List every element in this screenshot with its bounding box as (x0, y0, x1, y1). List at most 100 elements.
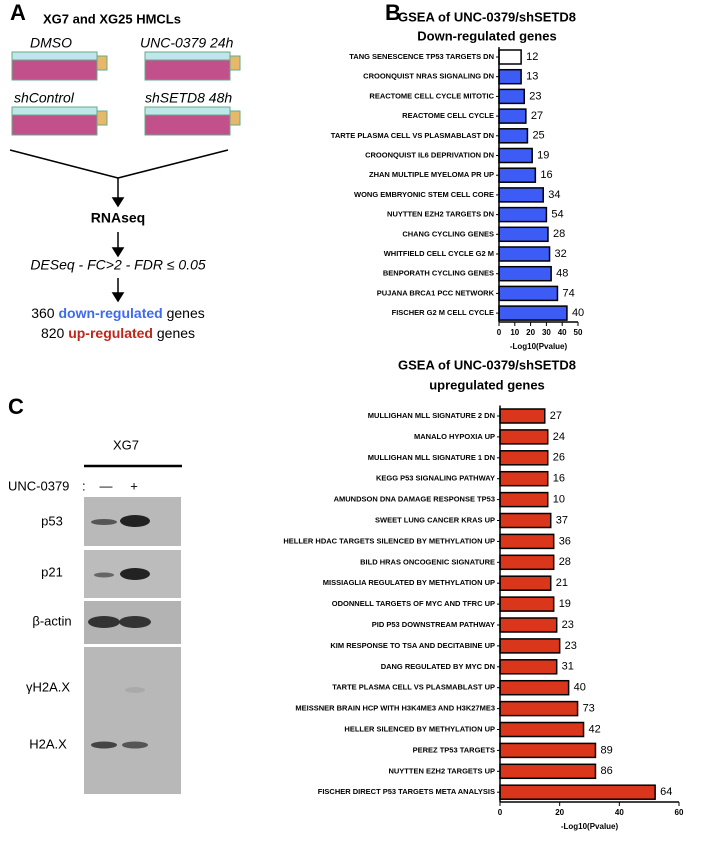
gene-count: 21 (556, 577, 568, 589)
gene-count: 48 (556, 268, 568, 280)
gene-count: 74 (562, 287, 574, 299)
category-label: HELLER HDAC TARGETS SILENCED BY METHYLAT… (283, 536, 495, 545)
lane: — (100, 478, 113, 493)
x-tick-label: 10 (510, 328, 519, 337)
bar (499, 596, 555, 612)
gene-count: 23 (565, 640, 577, 652)
gene-count: 89 (600, 744, 612, 756)
bar (499, 429, 549, 445)
gene-count: 12 (526, 51, 538, 63)
bar (499, 763, 597, 780)
bar (498, 265, 552, 282)
gene-count: 23 (562, 619, 574, 631)
category-label: NUYTTEN EZH2 TARGETS DN (387, 210, 494, 219)
bar (498, 285, 559, 302)
category-label: ODONNELL TARGETS OF MYC AND TFRC UP (332, 599, 495, 608)
bar (499, 679, 570, 696)
direction: up-regulated (68, 325, 153, 341)
category-label: BILD HRAS ONCOGENIC SIGNATURE (360, 557, 495, 566)
gene-count: 26 (553, 452, 565, 464)
bar (498, 68, 522, 85)
category-label: MANALO HYPOXIA UP (414, 432, 495, 441)
gene-count: 42 (589, 723, 601, 735)
result: 820 up-regulated genes (41, 325, 195, 341)
gene-count: 28 (553, 228, 565, 240)
category-label: CROONQUIST IL6 DEPRIVATION DN (365, 150, 494, 159)
category-label: PID P53 DOWNSTREAM PATHWAY (372, 620, 495, 629)
count: 360 (31, 305, 55, 321)
category-label: CHANG CYCLING GENES (402, 229, 494, 238)
gene-count: 73 (583, 703, 595, 715)
category-label: AMUNDSON DNA DAMAGE RESPONSE TP53 (334, 495, 495, 504)
gene-count: 27 (531, 110, 543, 122)
bar (498, 49, 522, 65)
x-tick-label: 20 (555, 808, 564, 817)
category-label: KEGG P53 SIGNALING PATHWAY (376, 474, 495, 483)
category-label: NUYTTEN EZH2 TARGETS UP (388, 766, 495, 775)
bar (499, 659, 558, 675)
gene-count: 34 (548, 189, 560, 201)
condition: DMSO (30, 35, 72, 51)
category-label: KIM RESPONSE TO TSA AND DECITABINE UP (330, 641, 495, 650)
category-label: ZHAN MULTIPLE MYELOMA PR UP (369, 170, 494, 179)
gene-count: 28 (559, 556, 571, 568)
bar (499, 742, 597, 759)
category-label: MEISSNER BRAIN HCP WITH H3K4ME3 AND H3K2… (295, 704, 495, 713)
blot-label: p53 (41, 513, 63, 528)
bar (499, 450, 549, 466)
flow-lines (9, 149, 229, 303)
gene-count: 16 (553, 473, 565, 485)
lane: + (130, 478, 138, 493)
condition: shSETD8 48h (145, 90, 232, 106)
x-tick-label: 50 (574, 328, 583, 337)
category-label: PEREZ TP53 TARGETS (413, 745, 495, 754)
bar (499, 408, 546, 424)
bar (498, 226, 549, 243)
panel-a-title: XG7 and XG25 HMCLs (43, 11, 181, 26)
count: 820 (41, 325, 65, 341)
chart-subtitle: upregulated genes (429, 377, 545, 392)
cell-line: XG7 (113, 437, 139, 452)
step: RNAseq (91, 210, 145, 226)
chart-title: GSEA of UNC-0379/shSETD8 (398, 9, 576, 24)
bar (499, 533, 555, 550)
category-label: BENPORATH CYCLING GENES (383, 269, 494, 278)
bar (498, 108, 527, 124)
category-label: WHITFIELD CELL CYCLE G2 M (384, 249, 494, 258)
chart-title: GSEA of UNC-0379/shSETD8 (398, 357, 576, 372)
gene-count: 36 (559, 535, 571, 547)
x-tick-label: 40 (558, 328, 567, 337)
blot-label: β-actin (32, 613, 71, 628)
category-label: CROONQUIST NRAS SIGNALING DN (363, 72, 494, 81)
bar (499, 554, 555, 571)
category-label: DANG REGULATED BY MYC DN (381, 662, 495, 671)
category-label: FISCHER DIRECT P53 TARGETS META ANALYSIS (318, 787, 495, 796)
result: 360 down-regulated genes (31, 305, 205, 321)
flasks (11, 51, 241, 136)
gene-count: 25 (532, 130, 544, 142)
blots (84, 497, 181, 794)
bar (498, 305, 568, 321)
x-tick-label: 30 (542, 328, 551, 337)
gene-count: 40 (574, 682, 586, 694)
gene-count: 32 (555, 248, 567, 260)
x-tick-label: 0 (497, 328, 502, 337)
category-label: REACTOME CELL CYCLE MITOTIC (369, 91, 494, 100)
blot-label: p21 (41, 564, 63, 579)
bar (498, 246, 551, 262)
chart-subtitle: Down-regulated genes (417, 28, 556, 43)
category-label: HELLER SILENCED BY METHYLATION UP (344, 724, 495, 733)
bar (498, 167, 537, 183)
suffix: genes (157, 325, 195, 341)
bar (499, 470, 549, 487)
treatment: UNC-0379 (8, 478, 69, 493)
condition: shControl (14, 90, 75, 106)
category-label: REACTOME CELL CYCLE (402, 111, 494, 120)
category-label: WONG EMBRYONIC STEM CELL CORE (354, 190, 494, 199)
step: DESeq - FC>2 - FDR ≤ 0.05 (30, 257, 206, 273)
bar (499, 700, 579, 717)
x-axis-label: -Log10(Pvalue) (510, 342, 568, 351)
bar (498, 187, 544, 203)
category-label: SWEET LUNG CANCER KRAS UP (375, 515, 495, 524)
